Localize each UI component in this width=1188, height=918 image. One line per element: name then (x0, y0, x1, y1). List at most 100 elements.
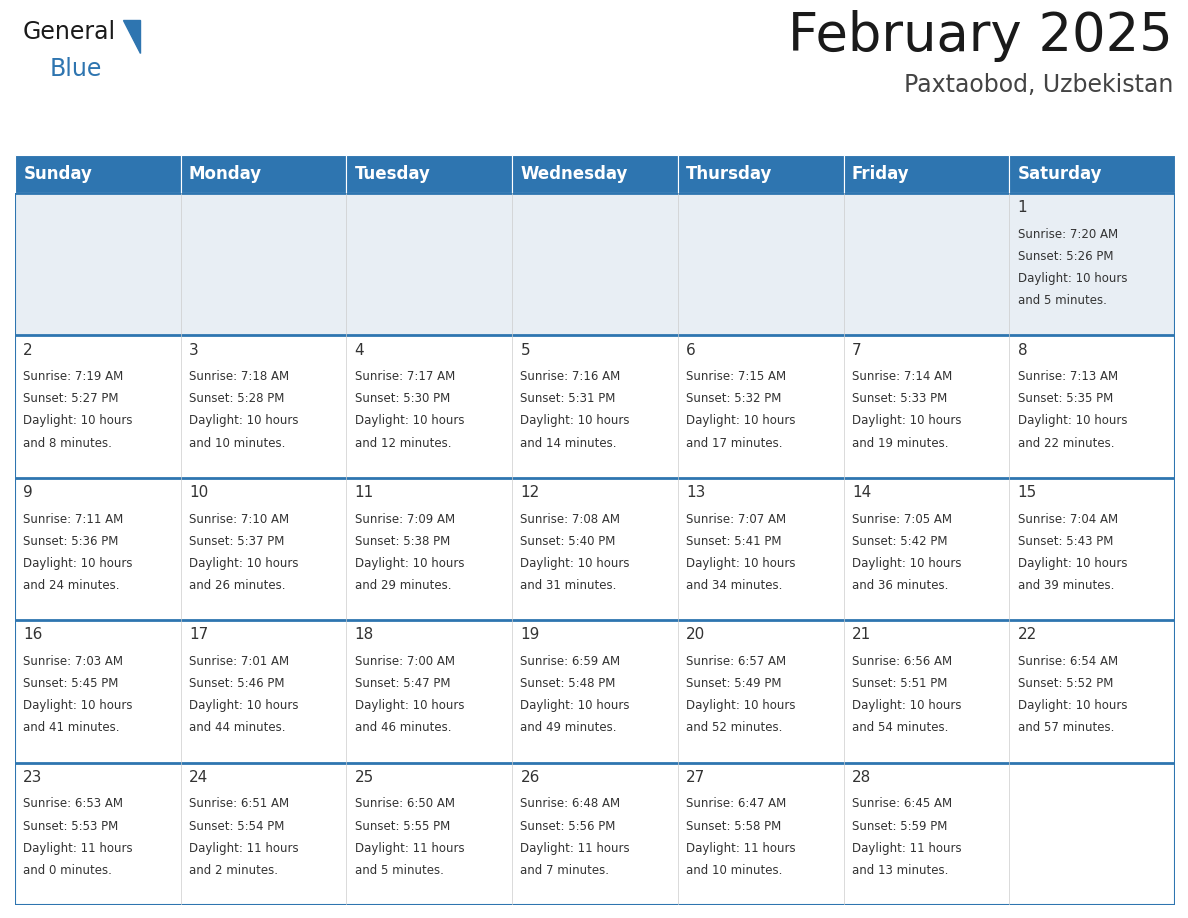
Text: 9: 9 (24, 485, 33, 500)
Text: and 14 minutes.: and 14 minutes. (520, 436, 617, 450)
Text: Daylight: 10 hours: Daylight: 10 hours (1018, 557, 1127, 570)
Bar (347, 155, 512, 193)
Text: 15: 15 (1018, 485, 1037, 500)
Text: Sunset: 5:53 PM: Sunset: 5:53 PM (24, 820, 119, 833)
Text: Sunrise: 7:05 AM: Sunrise: 7:05 AM (852, 512, 952, 526)
Text: and 44 minutes.: and 44 minutes. (189, 722, 285, 734)
Text: and 17 minutes.: and 17 minutes. (687, 436, 783, 450)
Text: Sunday: Sunday (24, 165, 93, 183)
Text: Sunset: 5:28 PM: Sunset: 5:28 PM (189, 392, 284, 406)
Text: Sunrise: 6:47 AM: Sunrise: 6:47 AM (687, 798, 786, 811)
Text: Sunset: 5:56 PM: Sunset: 5:56 PM (520, 820, 615, 833)
Text: February 2025: February 2025 (789, 10, 1173, 62)
Text: Sunrise: 6:56 AM: Sunrise: 6:56 AM (852, 655, 952, 668)
Text: Sunset: 5:37 PM: Sunset: 5:37 PM (189, 535, 284, 548)
Bar (843, 155, 1010, 193)
Text: 19: 19 (520, 627, 539, 643)
Text: Daylight: 10 hours: Daylight: 10 hours (520, 700, 630, 712)
Text: 6: 6 (687, 342, 696, 357)
Text: 12: 12 (520, 485, 539, 500)
Text: Daylight: 11 hours: Daylight: 11 hours (24, 842, 133, 855)
Text: General: General (23, 20, 116, 44)
Text: Thursday: Thursday (687, 165, 772, 183)
Text: Daylight: 10 hours: Daylight: 10 hours (355, 700, 465, 712)
Text: Sunrise: 7:19 AM: Sunrise: 7:19 AM (24, 370, 124, 384)
Text: and 24 minutes.: and 24 minutes. (24, 579, 120, 592)
Text: Sunset: 5:45 PM: Sunset: 5:45 PM (24, 677, 119, 690)
Text: and 31 minutes.: and 31 minutes. (520, 579, 617, 592)
Bar (15, 477, 1175, 621)
Text: Sunrise: 6:45 AM: Sunrise: 6:45 AM (852, 798, 952, 811)
Text: Daylight: 10 hours: Daylight: 10 hours (852, 557, 961, 570)
Text: and 13 minutes.: and 13 minutes. (852, 864, 948, 877)
Bar (1010, 155, 1175, 193)
Text: Sunset: 5:48 PM: Sunset: 5:48 PM (520, 677, 615, 690)
Text: Sunset: 5:41 PM: Sunset: 5:41 PM (687, 535, 782, 548)
Text: Sunrise: 6:53 AM: Sunrise: 6:53 AM (24, 798, 124, 811)
Text: Sunset: 5:46 PM: Sunset: 5:46 PM (189, 677, 284, 690)
Bar (15, 335, 1175, 477)
Text: and 36 minutes.: and 36 minutes. (852, 579, 948, 592)
Text: and 57 minutes.: and 57 minutes. (1018, 722, 1114, 734)
Text: 22: 22 (1018, 627, 1037, 643)
Text: and 8 minutes.: and 8 minutes. (24, 436, 112, 450)
Text: Daylight: 10 hours: Daylight: 10 hours (189, 557, 298, 570)
Text: 7: 7 (852, 342, 861, 357)
Text: and 41 minutes.: and 41 minutes. (24, 722, 120, 734)
Text: Sunrise: 7:09 AM: Sunrise: 7:09 AM (355, 512, 455, 526)
Text: and 5 minutes.: and 5 minutes. (1018, 294, 1106, 308)
Text: and 5 minutes.: and 5 minutes. (355, 864, 443, 877)
Text: Sunrise: 7:11 AM: Sunrise: 7:11 AM (24, 512, 124, 526)
Text: Monday: Monday (189, 165, 263, 183)
Text: 17: 17 (189, 627, 208, 643)
Text: 2: 2 (24, 342, 33, 357)
Text: Daylight: 10 hours: Daylight: 10 hours (852, 700, 961, 712)
Text: Sunset: 5:52 PM: Sunset: 5:52 PM (1018, 677, 1113, 690)
Text: and 22 minutes.: and 22 minutes. (1018, 436, 1114, 450)
Text: Daylight: 10 hours: Daylight: 10 hours (1018, 414, 1127, 428)
Text: Sunset: 5:38 PM: Sunset: 5:38 PM (355, 535, 450, 548)
Text: Daylight: 10 hours: Daylight: 10 hours (687, 557, 796, 570)
Text: Sunset: 5:27 PM: Sunset: 5:27 PM (24, 392, 119, 406)
Text: Daylight: 10 hours: Daylight: 10 hours (189, 414, 298, 428)
Text: and 46 minutes.: and 46 minutes. (355, 722, 451, 734)
Text: and 2 minutes.: and 2 minutes. (189, 864, 278, 877)
Text: Sunset: 5:47 PM: Sunset: 5:47 PM (355, 677, 450, 690)
Bar (15, 155, 181, 193)
Text: Sunset: 5:42 PM: Sunset: 5:42 PM (852, 535, 947, 548)
Text: 5: 5 (520, 342, 530, 357)
Text: Wednesday: Wednesday (520, 165, 627, 183)
Text: Daylight: 10 hours: Daylight: 10 hours (687, 700, 796, 712)
Polygon shape (124, 20, 140, 53)
Text: Sunset: 5:58 PM: Sunset: 5:58 PM (687, 820, 782, 833)
Text: 3: 3 (189, 342, 198, 357)
Text: 1: 1 (1018, 200, 1028, 215)
Text: and 10 minutes.: and 10 minutes. (687, 864, 783, 877)
Text: Sunrise: 7:04 AM: Sunrise: 7:04 AM (1018, 512, 1118, 526)
Text: and 49 minutes.: and 49 minutes. (520, 722, 617, 734)
Bar (15, 621, 1175, 763)
Text: and 39 minutes.: and 39 minutes. (1018, 579, 1114, 592)
Text: 16: 16 (24, 627, 43, 643)
Text: Sunrise: 6:51 AM: Sunrise: 6:51 AM (189, 798, 289, 811)
Text: Sunset: 5:31 PM: Sunset: 5:31 PM (520, 392, 615, 406)
Text: 28: 28 (852, 769, 871, 785)
Bar (15, 763, 1175, 905)
Text: Sunrise: 6:59 AM: Sunrise: 6:59 AM (520, 655, 620, 668)
Bar (181, 155, 347, 193)
Text: Sunrise: 7:14 AM: Sunrise: 7:14 AM (852, 370, 952, 384)
Text: 25: 25 (355, 769, 374, 785)
Text: Sunset: 5:35 PM: Sunset: 5:35 PM (1018, 392, 1113, 406)
Text: and 52 minutes.: and 52 minutes. (687, 722, 783, 734)
Text: Daylight: 11 hours: Daylight: 11 hours (852, 842, 961, 855)
Text: Daylight: 10 hours: Daylight: 10 hours (189, 700, 298, 712)
Text: 27: 27 (687, 769, 706, 785)
Text: Daylight: 10 hours: Daylight: 10 hours (687, 414, 796, 428)
Text: Sunset: 5:51 PM: Sunset: 5:51 PM (852, 677, 947, 690)
Text: Sunrise: 6:50 AM: Sunrise: 6:50 AM (355, 798, 455, 811)
Text: 13: 13 (687, 485, 706, 500)
Text: 21: 21 (852, 627, 871, 643)
Text: Daylight: 10 hours: Daylight: 10 hours (852, 414, 961, 428)
Text: Daylight: 10 hours: Daylight: 10 hours (24, 557, 133, 570)
Text: Sunrise: 7:01 AM: Sunrise: 7:01 AM (189, 655, 289, 668)
